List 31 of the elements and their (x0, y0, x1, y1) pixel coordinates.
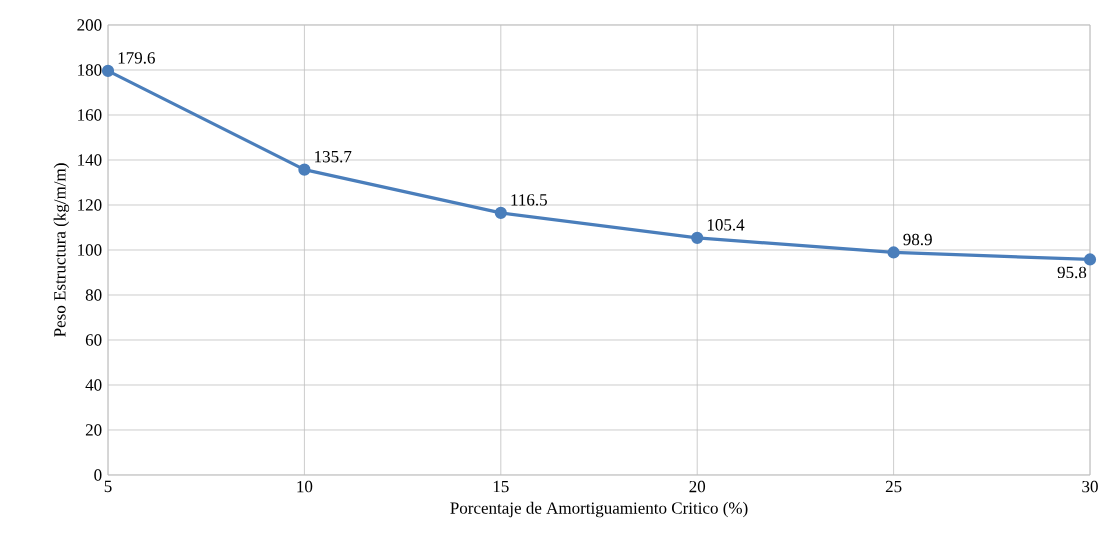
y-tick-label: 140 (78, 154, 102, 166)
y-tick-label: 80 (85, 289, 102, 301)
point (101, 64, 115, 77)
point (298, 163, 311, 176)
x-tick-label: 15 (493, 480, 509, 493)
y-tick-label: 20 (85, 424, 102, 436)
y-tick-label: 180 (78, 64, 102, 76)
y-tick-label: 120 (78, 199, 102, 211)
data-label: 135.7 (315, 150, 352, 163)
x-tick-label: 25 (885, 480, 902, 493)
data-label: 95.8 (1057, 266, 1087, 279)
data-label: 116.5 (511, 194, 547, 206)
data-label: 105.4 (707, 219, 745, 231)
y-tick-label: 60 (85, 334, 102, 346)
data-label: 179.6 (118, 52, 155, 64)
y-tick-label: 0 (94, 469, 102, 481)
point (1083, 253, 1097, 266)
x-tick-label: 5 (104, 480, 112, 493)
x-tick-label: 30 (1082, 480, 1098, 493)
y-tick-label: 160 (78, 109, 102, 121)
x-axis-title: Porcentaje de Amortiguamiento Critico (%) (450, 501, 748, 518)
point (494, 206, 507, 219)
y-tick-label: 40 (85, 379, 102, 391)
point (691, 231, 704, 244)
data-label: 98.9 (903, 233, 932, 246)
x-tick-label: 20 (689, 480, 706, 493)
y-tick-label: 100 (78, 244, 102, 256)
y-tick-label: 200 (77, 19, 102, 31)
point (887, 246, 900, 259)
y-axis-title: Peso Estructura (kg/m/m) (53, 163, 70, 337)
x-tick-label: 10 (297, 480, 313, 493)
